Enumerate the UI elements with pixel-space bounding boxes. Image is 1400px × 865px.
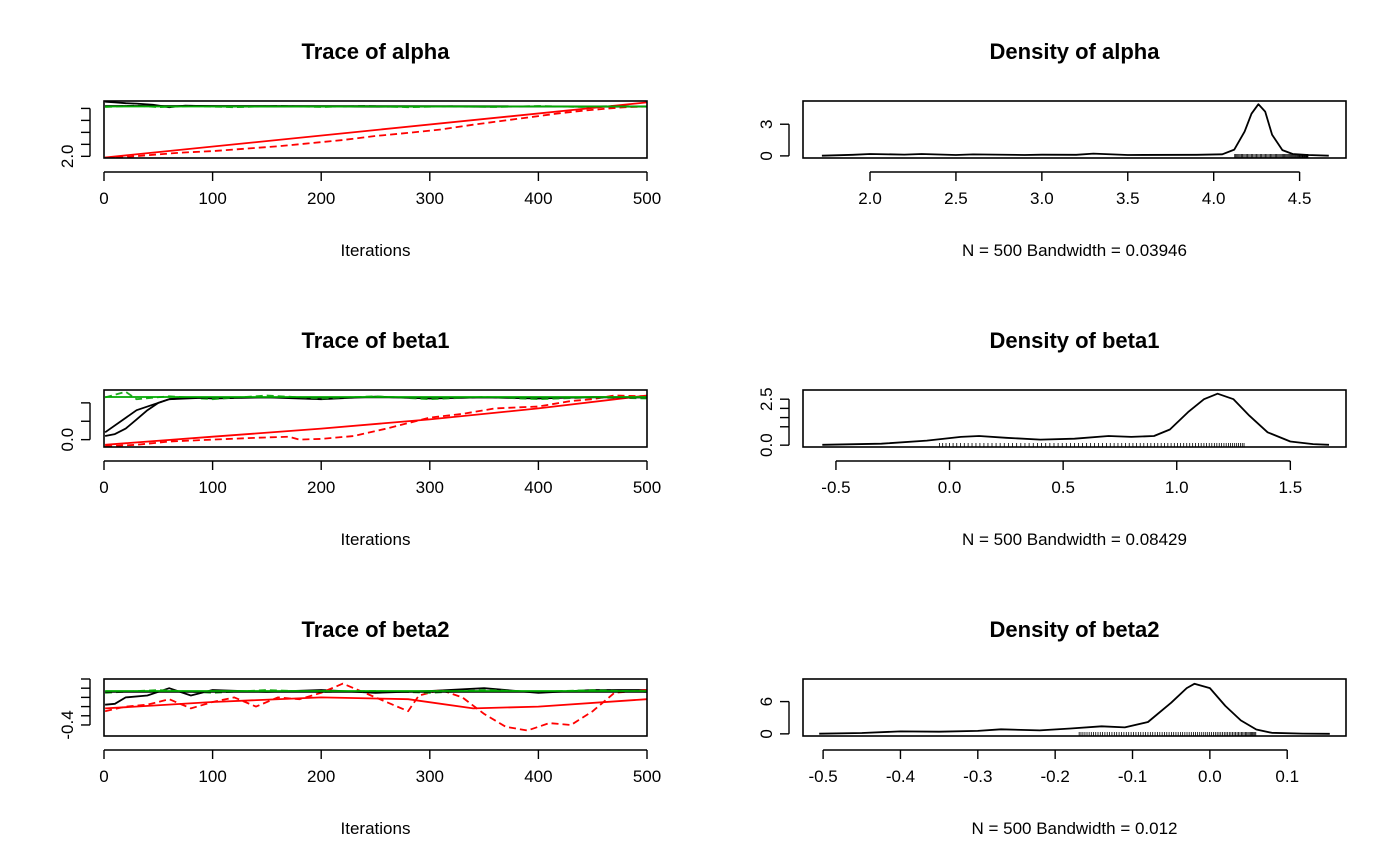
x-tick-label: -0.4 xyxy=(886,767,915,786)
y-tick-label: 3 xyxy=(757,119,776,128)
y-tick-label: 0.0 xyxy=(757,433,776,457)
plot-box xyxy=(103,678,648,737)
plot-box xyxy=(802,389,1347,448)
x-tick-label: 4.5 xyxy=(1288,189,1312,208)
series-line-1 xyxy=(821,103,1329,157)
series-group xyxy=(822,392,1330,446)
x-tick-label: 100 xyxy=(198,189,226,208)
x-tick-label: 500 xyxy=(633,767,661,786)
x-axis-label: Iterations xyxy=(341,819,411,838)
series-group xyxy=(104,390,647,447)
plot-box xyxy=(103,100,648,159)
x-axis-label: N = 500 Bandwidth = 0.03946 xyxy=(962,241,1187,260)
x-tick-label: 300 xyxy=(416,767,444,786)
x-axis: 0 100 200 300 400 500 xyxy=(99,749,661,786)
x-tick-label: 200 xyxy=(307,478,335,497)
panel-title: Trace of beta2 xyxy=(302,617,450,642)
x-axis: -0.5 -0.4 -0.3 -0.2 -0.1 0.0 0.1 xyxy=(808,749,1299,786)
x-tick-label: 0.0 xyxy=(1198,767,1222,786)
x-axis-label: Iterations xyxy=(341,530,411,549)
x-tick-label: 0 xyxy=(99,767,108,786)
x-tick-label: 400 xyxy=(524,767,552,786)
x-tick-label: 3.0 xyxy=(1030,189,1054,208)
x-tick-label: 3.5 xyxy=(1116,189,1140,208)
series-line-4 xyxy=(105,696,647,710)
y-axis: 03 xyxy=(757,119,790,161)
x-tick-label: 200 xyxy=(307,189,335,208)
series-line-1 xyxy=(819,682,1330,735)
x-tick-label: 400 xyxy=(524,189,552,208)
panel-1: Trace of alpha Iterations 0 100 200 300 400 500… xyxy=(58,39,661,260)
x-axis-label: N = 500 Bandwidth = 0.08429 xyxy=(962,530,1187,549)
plot-box xyxy=(802,100,1347,159)
y-axis: 0.0 xyxy=(58,402,91,452)
panel-3: Trace of beta1 Iterations 0 100 200 300 400 500… xyxy=(58,328,661,549)
x-tick-label: -0.2 xyxy=(1041,767,1070,786)
y-tick-label: -0.4 xyxy=(58,710,77,739)
panel-title: Trace of beta1 xyxy=(302,328,450,353)
panel-2: Density of alpha N = 500 Bandwidth = 0.03… xyxy=(757,39,1347,260)
x-tick-label: 0.0 xyxy=(938,478,962,497)
plot-box xyxy=(103,389,648,448)
x-tick-label: 2.0 xyxy=(858,189,882,208)
panel-6: Density of beta2 N = 500 Bandwidth = 0.01… xyxy=(757,617,1347,838)
x-axis: 0 100 200 300 400 500 xyxy=(99,460,661,497)
x-tick-label: -0.3 xyxy=(963,767,992,786)
panel-title: Density of beta2 xyxy=(990,617,1160,642)
x-tick-label: 300 xyxy=(416,478,444,497)
panel-title: Density of beta1 xyxy=(990,328,1160,353)
y-axis: 06 xyxy=(757,697,790,739)
series-line-2 xyxy=(105,105,647,158)
panel-4: Density of beta1 N = 500 Bandwidth = 0.08… xyxy=(757,328,1347,549)
x-tick-label: 1.5 xyxy=(1279,478,1303,497)
y-tick-label: 6 xyxy=(757,697,776,706)
x-axis: 2.0 2.5 3.0 3.5 4.0 4.5 xyxy=(858,171,1312,208)
x-tick-label: 100 xyxy=(198,767,226,786)
y-tick-label: 2.5 xyxy=(757,387,776,411)
x-tick-label: -0.5 xyxy=(808,767,837,786)
series-group xyxy=(104,682,647,732)
series-line-1 xyxy=(822,392,1330,446)
x-axis: -0.5 0.0 0.5 1.0 1.5 xyxy=(821,460,1303,497)
x-tick-label: 100 xyxy=(198,478,226,497)
panel-5: Trace of beta2 Iterations 0 100 200 300 400 500… xyxy=(58,617,661,838)
x-tick-label: 500 xyxy=(633,189,661,208)
x-tick-label: 0.1 xyxy=(1275,767,1299,786)
x-tick-label: -0.1 xyxy=(1118,767,1147,786)
y-axis: 0.0 2.5 xyxy=(757,387,790,457)
x-axis: 0 100 200 300 400 500 xyxy=(99,171,661,208)
y-tick-label: 0 xyxy=(757,151,776,160)
x-tick-label: 400 xyxy=(524,478,552,497)
x-tick-label: 500 xyxy=(633,478,661,497)
y-axis: 2.0 xyxy=(58,107,91,169)
x-tick-label: 1.0 xyxy=(1165,478,1189,497)
x-axis-label: Iterations xyxy=(341,241,411,260)
x-axis-label: N = 500 Bandwidth = 0.012 xyxy=(971,819,1177,838)
series-group xyxy=(819,682,1330,735)
x-tick-label: -0.5 xyxy=(821,478,850,497)
x-tick-label: 300 xyxy=(416,189,444,208)
panel-title: Trace of alpha xyxy=(302,39,451,64)
plot-box xyxy=(802,678,1347,737)
x-tick-label: 0 xyxy=(99,189,108,208)
x-tick-label: 4.0 xyxy=(1202,189,1226,208)
y-tick-label: 0 xyxy=(757,729,776,738)
x-tick-label: 2.5 xyxy=(944,189,968,208)
x-tick-label: 200 xyxy=(307,767,335,786)
series-group xyxy=(821,103,1329,157)
series-line-3 xyxy=(104,390,647,401)
series-line-4 xyxy=(105,394,647,446)
y-tick-label: 0.0 xyxy=(58,428,77,452)
y-tick-label: 2.0 xyxy=(58,145,77,169)
panel-title: Density of alpha xyxy=(990,39,1161,64)
x-tick-label: 0 xyxy=(99,478,108,497)
x-tick-label: 0.5 xyxy=(1051,478,1075,497)
series-group xyxy=(105,101,647,158)
series-line-2 xyxy=(104,682,647,732)
y-axis: -0.4 xyxy=(58,678,91,740)
series-line-4 xyxy=(105,101,647,158)
